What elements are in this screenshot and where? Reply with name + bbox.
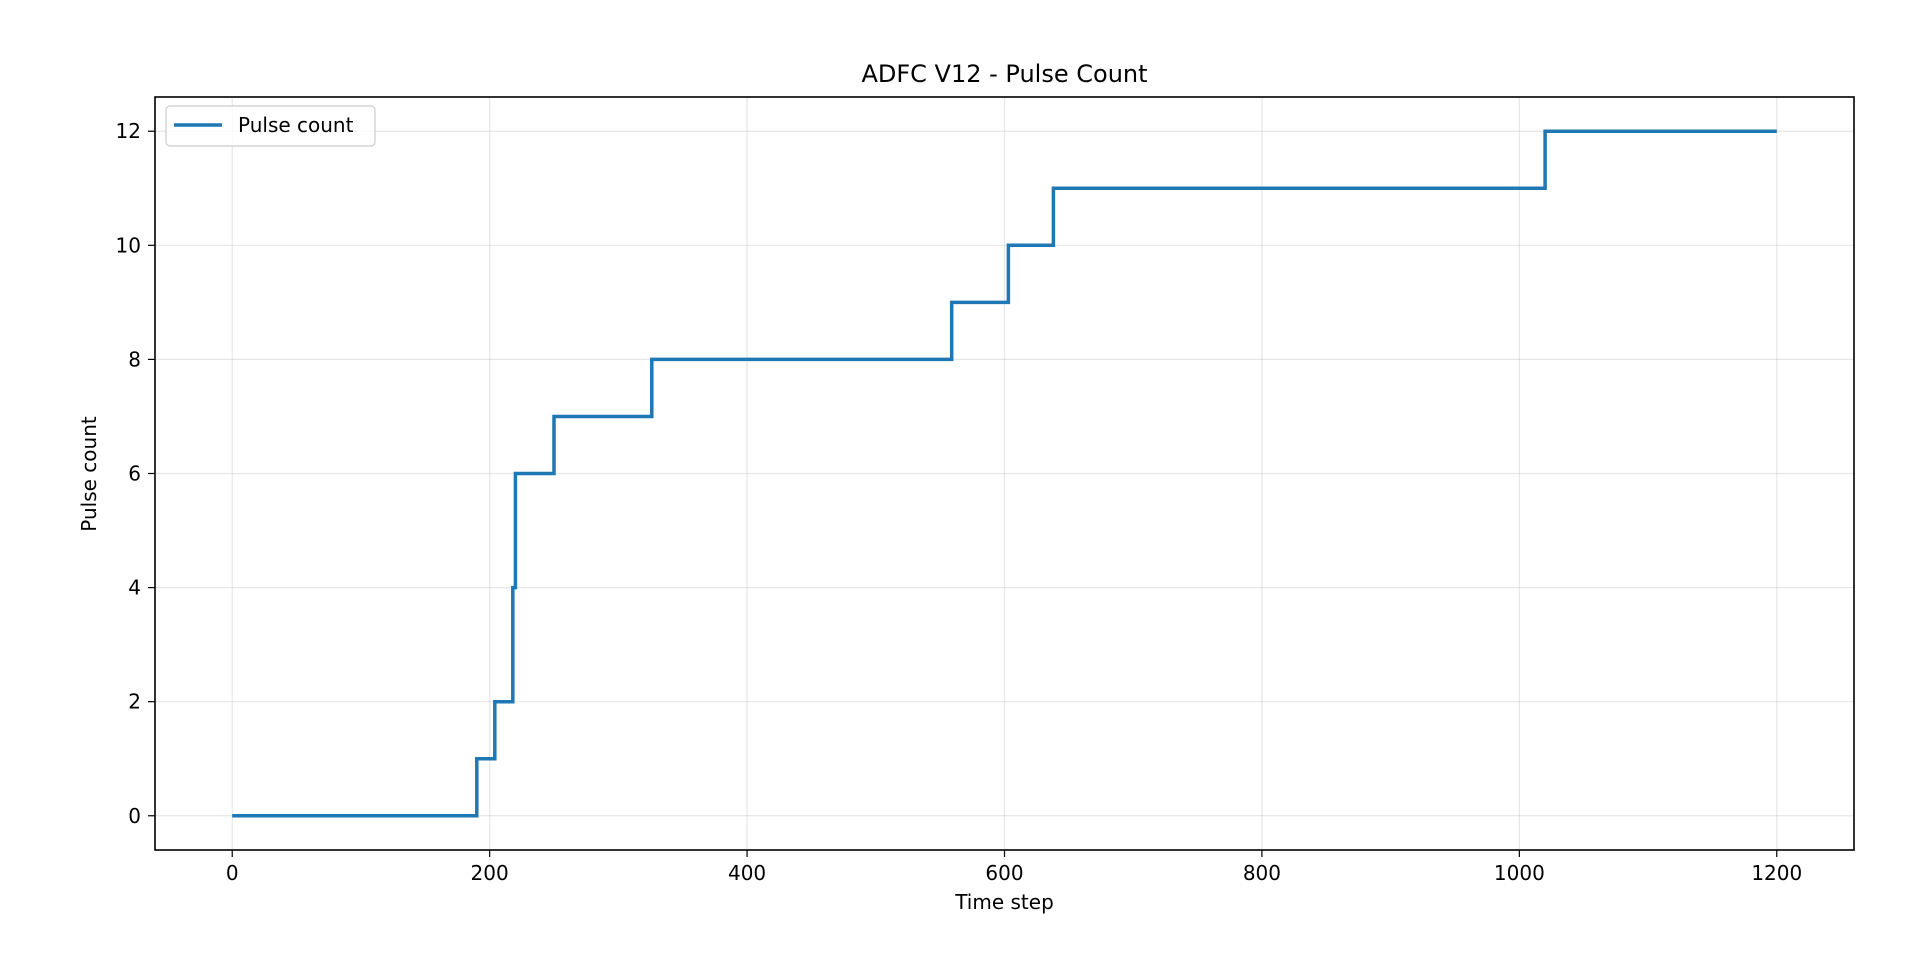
chart-title: ADFC V12 - Pulse Count [861,60,1147,88]
legend: Pulse count [165,105,376,147]
x-tick-label: 0 [226,861,239,885]
y-tick-label: 4 [128,576,141,600]
y-tick-label: 8 [128,347,141,371]
x-tick-label: 600 [985,861,1023,885]
y-tick-label: 12 [116,119,141,143]
x-axis-label: Time step [954,890,1054,914]
y-tick-label: 0 [128,804,141,828]
legend-label: Pulse count [238,113,354,137]
y-tick-label: 6 [128,462,141,486]
series-line-pulse-count [232,129,1777,818]
y-axis-label: Pulse count [77,416,101,532]
x-tick-label: 1000 [1494,861,1545,885]
x-tick-label: 800 [1243,861,1281,885]
x-tick-label: 400 [728,861,766,885]
series-lines [232,129,1777,818]
legend-box [165,105,376,147]
axis-ticks: 0 200 400 600 800 1000 1200 0 2 4 6 8 10 12 [116,119,1803,885]
y-tick-label: 10 [116,233,141,257]
x-tick-label: 200 [471,861,509,885]
grid-lines [155,97,1854,850]
y-tick-label: 2 [128,690,141,714]
plot-area-frame [154,96,1855,851]
x-tick-label: 1200 [1751,861,1802,885]
